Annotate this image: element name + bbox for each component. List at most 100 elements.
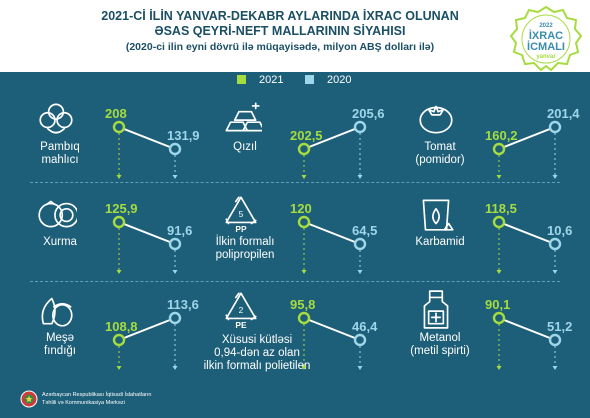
recycle-pe-icon [225, 292, 257, 321]
item-slope-chart [297, 215, 367, 274]
item-label-line: Meşə [45, 332, 75, 344]
footer-line-2: Təhlili və Kommunikasiya Mərkəzi [42, 400, 125, 406]
drop-marker-2020 [172, 366, 178, 370]
drop-marker-2021 [496, 175, 502, 179]
drop-marker-2020 [357, 175, 363, 179]
item-label-line: mahlıcı [41, 154, 79, 166]
fertilizer-bag-icon [422, 199, 454, 231]
value-2021: 90,1 [485, 297, 511, 312]
slope-line [498, 221, 556, 245]
point-2021 [297, 311, 311, 325]
drop-marker-2021 [116, 270, 122, 274]
legend-label-2021: 2021 [259, 74, 284, 86]
point-2020 [168, 311, 182, 325]
recycle-code-number: 5 [239, 209, 244, 219]
item-slope-chart [112, 120, 182, 179]
bottle-icon [423, 290, 449, 329]
item-label: Qızıl [202, 141, 288, 154]
recycle-code-text: PP [235, 224, 247, 234]
item-label-line: İlkin formalı [215, 236, 275, 248]
item-icon [422, 199, 454, 231]
point-2020 [168, 142, 182, 156]
point-2021 [112, 120, 126, 134]
header: 2021-Cİ İLİN YANVAR-DEKABR AYLARINDA İXR… [0, 0, 590, 72]
drop-marker-2021 [496, 366, 502, 370]
badge-line-2: İCMALI [527, 41, 565, 53]
slope-line [303, 221, 361, 245]
drop-marker-2021 [496, 270, 502, 274]
item-label-line: Karbamid [415, 236, 465, 248]
value-2021: 108,8 [105, 319, 138, 334]
value-2020: 91,6 [167, 223, 193, 238]
item-label: İlkin formalı polipropilen [202, 236, 288, 262]
drop-marker-2021 [301, 175, 307, 179]
point-2021 [112, 333, 126, 347]
drop-marker-2021 [116, 175, 122, 179]
value-2020: 10,6 [547, 223, 573, 238]
footer-line-1: Azərbaycan Respublikası İqtisadi İslahat… [42, 392, 152, 398]
drop-marker-2020 [552, 270, 558, 274]
gold-bars-icon [225, 102, 262, 132]
item-label-line: (metil spirti) [410, 345, 470, 357]
item-label: Metanol (metil spirti) [397, 332, 483, 358]
value-2021: 160,2 [485, 128, 518, 143]
value-2020: 64,5 [352, 223, 378, 238]
value-2021: 125,9 [105, 201, 138, 216]
point-2020 [353, 237, 367, 251]
item-label-line: fındığı [44, 345, 76, 357]
item-label: Karbamid [397, 236, 483, 249]
drop-marker-2020 [552, 175, 558, 179]
drop-marker-2020 [172, 270, 178, 274]
row-separator-2 [30, 281, 560, 282]
item-slope-chart [297, 120, 367, 179]
badge-year: 2022 [539, 23, 553, 29]
legend-label-2020: 2020 [327, 74, 352, 86]
drop-marker-2021 [116, 366, 122, 370]
item-icon [38, 200, 77, 228]
hazelnut-icon [41, 297, 73, 327]
point-2020 [548, 237, 562, 251]
point-2020 [353, 120, 367, 134]
row-separator-1 [30, 182, 560, 183]
item-slope-chart [492, 215, 562, 274]
item-card: Tomat (pomidor) 160,2 201,4 [395, 93, 580, 187]
emblem-icon [20, 390, 38, 408]
persimmon-icon [38, 200, 77, 228]
recycle-code-number: 2 [239, 305, 244, 315]
drop-marker-2020 [552, 366, 558, 370]
item-label-line: Tomat [424, 141, 456, 153]
drop-marker-2020 [172, 175, 178, 179]
badge-line-1: İXRAC [528, 30, 564, 42]
badge-seal-icon [509, 5, 583, 72]
item-slope-chart [492, 120, 562, 179]
slope-line [498, 317, 556, 341]
item-card: Karbamid 118,5 10,6 [395, 188, 575, 282]
item-icon: 5 PP [225, 196, 257, 234]
item-slope-chart [112, 215, 182, 274]
drop-marker-2021 [301, 366, 307, 370]
legend-swatch-2021 [237, 75, 246, 84]
item-icon [419, 105, 453, 134]
point-2021 [112, 215, 126, 229]
slope-line [303, 126, 361, 150]
item-icon [41, 297, 73, 327]
slope-line [118, 317, 176, 341]
item-card: Meşə fındığı 108,8 113,6 [15, 284, 199, 378]
item-card: 5 PP İlkin formalı polipropilen 120 64,5 [200, 188, 380, 282]
export-review-badge: 2022 İXRAC İCMALI yanvar [509, 5, 583, 72]
item-card: Qızıl 202,5 205,6 [200, 93, 385, 187]
item-icon [423, 290, 449, 329]
item-label-line: Pambıq [40, 141, 80, 153]
value-2021: 120 [290, 201, 312, 216]
item-card: Pambıq mahlıcı 208 131,9 [15, 93, 200, 187]
tomato-icon [419, 105, 453, 134]
value-2020: 131,9 [167, 128, 200, 143]
item-label: Xüsusi kütləsi 0,94-dən az olan ilkin form… [192, 334, 322, 373]
slope-line [498, 126, 556, 150]
item-label: Xurma [17, 236, 103, 249]
item-slope-chart [297, 311, 367, 370]
value-2021: 208 [105, 106, 127, 121]
item-label-line: Xurma [43, 236, 77, 248]
item-label-line: 0,94-dən az olan [214, 347, 300, 359]
